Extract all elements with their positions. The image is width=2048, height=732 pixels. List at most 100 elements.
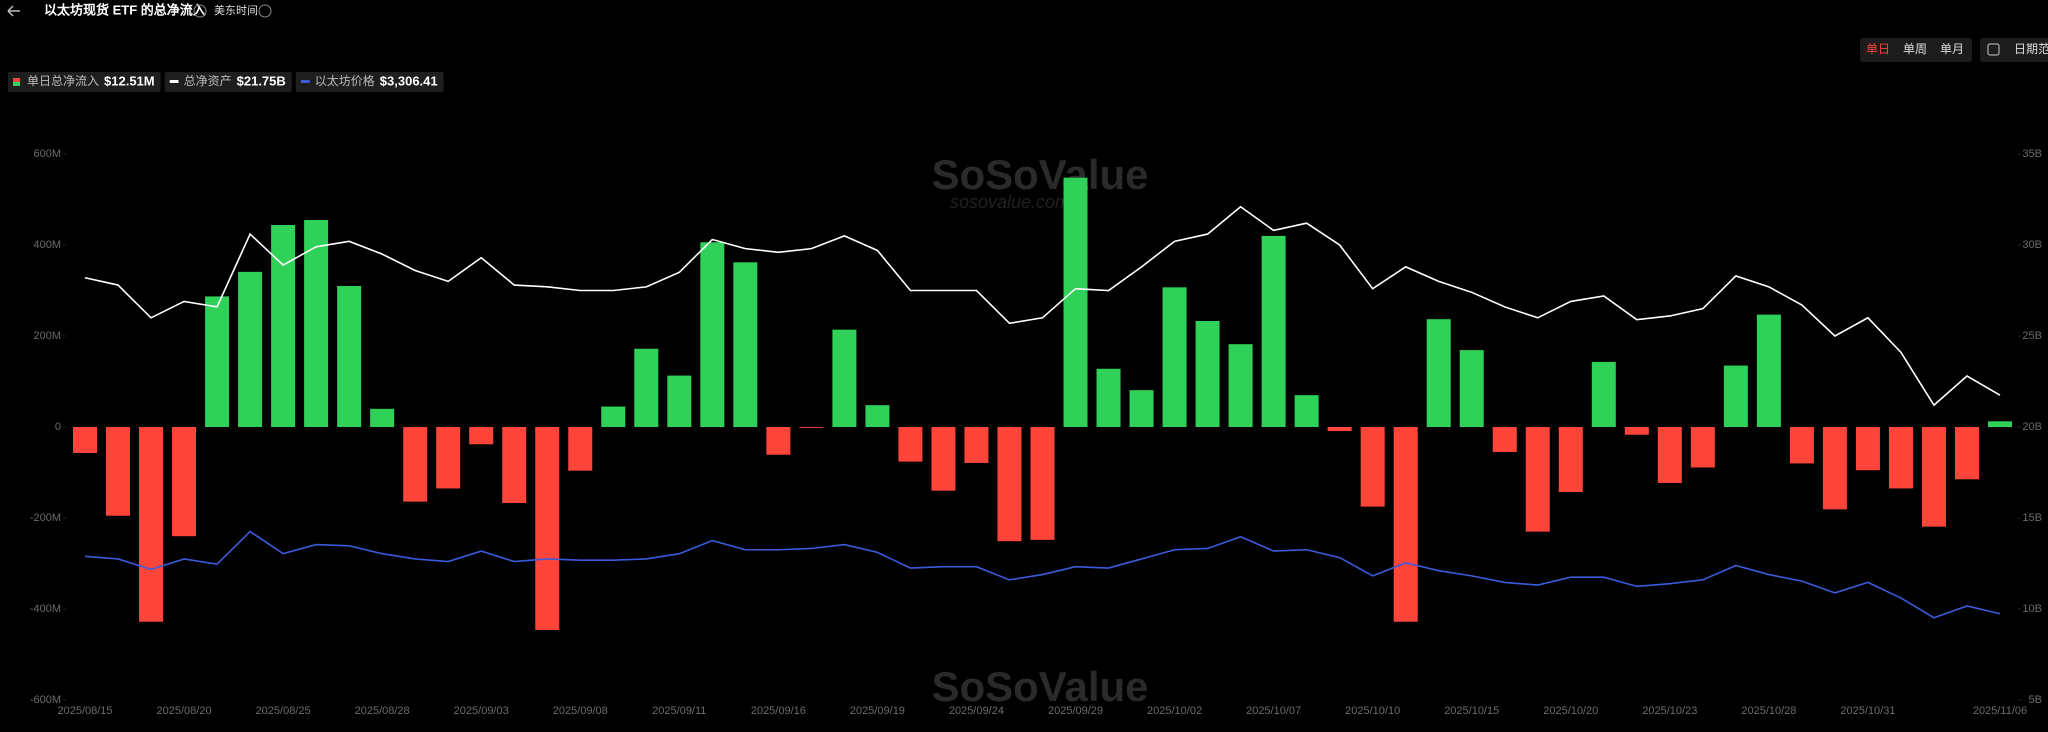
legend-item: 总净资产 $21.75B <box>164 72 292 92</box>
x-tick-label: 2025/09/29 <box>1048 705 1103 717</box>
x-tick-label: 2025/10/07 <box>1246 705 1301 717</box>
bar <box>73 427 97 453</box>
bar <box>865 405 890 427</box>
x-tick-label: 2025/08/25 <box>256 705 311 717</box>
x-tick-label: 2025/08/20 <box>157 705 212 717</box>
y-tick-label: -200M <box>30 512 61 524</box>
bar <box>1591 361 1616 427</box>
bar <box>1327 427 1352 432</box>
legend-bg <box>295 72 444 92</box>
legend-bg <box>164 72 292 92</box>
bar <box>568 427 593 471</box>
legend-value: $12.51M <box>104 73 155 88</box>
x-tick-label: 2025/09/19 <box>850 705 905 717</box>
x-tick-label: 2025/10/31 <box>1840 705 1895 717</box>
y-tick-label: 600M <box>33 148 61 160</box>
bar <box>436 427 461 489</box>
period-button[interactable]: 单日 <box>1866 42 1890 56</box>
back-button[interactable] <box>7 5 20 17</box>
bar <box>304 219 329 427</box>
bar <box>1063 177 1088 427</box>
bar <box>799 427 824 428</box>
x-tick-label: 2025/10/23 <box>1642 705 1697 717</box>
y2-tick-label: 35B <box>2022 148 2042 160</box>
timezone: 美东时间 <box>214 4 258 17</box>
x-tick-label: 2025/10/20 <box>1543 705 1598 717</box>
legend-bg <box>8 72 161 92</box>
legend-swatch <box>169 80 179 83</box>
y2-tick-label: 30B <box>2022 239 2042 251</box>
y-tick-label: 200M <box>33 330 61 342</box>
bar <box>1921 427 1946 527</box>
x-tick-label: 2025/09/16 <box>751 705 806 717</box>
bar <box>1129 390 1154 427</box>
bar <box>337 285 362 427</box>
bar <box>832 329 857 427</box>
legend-value: $21.75B <box>237 73 286 88</box>
x-tick-label: 2025/08/28 <box>355 705 410 717</box>
x-tick-label: 2025/10/28 <box>1741 705 1796 717</box>
page-title: 以太坊现货 ETF 的总净流入 <box>44 2 206 17</box>
legend-value: $3,306.41 <box>380 73 438 88</box>
watermark: SoSoValue <box>931 663 1148 710</box>
bar <box>1723 365 1748 427</box>
bar <box>1228 344 1253 427</box>
y-tick-label: 400M <box>33 239 61 251</box>
bar <box>634 348 659 427</box>
y2-tick-label: 5B <box>2029 694 2042 706</box>
y2-tick-label: 20B <box>2022 421 2042 433</box>
bar <box>1756 314 1781 427</box>
line-series <box>84 205 2001 407</box>
watermark: SoSoValue <box>931 151 1148 198</box>
bar <box>403 427 428 502</box>
bar <box>1360 427 1385 507</box>
bar <box>1030 427 1055 540</box>
bar <box>1558 427 1583 493</box>
legend: 单日总净流入 $12.51M 总净资产 $21.75B 以太坊价格 $3,306.41 <box>8 72 444 92</box>
x-tick-label: 2025/10/15 <box>1444 705 1499 717</box>
bar <box>106 427 131 516</box>
watermark-site: sosovalue.com <box>950 192 1070 212</box>
legend-item: 以太坊价格 $3,306.41 <box>295 72 444 92</box>
legend-label: 总净资产 <box>184 74 232 88</box>
bar <box>1690 427 1715 468</box>
bar <box>139 427 164 622</box>
bar <box>469 427 494 445</box>
info-icon[interactable] <box>193 4 207 18</box>
bar <box>1393 427 1418 622</box>
bar <box>964 427 989 463</box>
legend-swatch <box>300 80 310 83</box>
period-switch-bg <box>1860 38 1972 62</box>
period-switch: 单日 单周 单月 <box>1860 38 1972 62</box>
info-icon[interactable] <box>258 4 272 18</box>
bar <box>1261 235 1286 427</box>
bar <box>1195 320 1220 427</box>
date-range-label: 日期范 <box>2014 42 2048 56</box>
line-series <box>84 530 2001 619</box>
y-tick-label: -400M <box>30 603 61 615</box>
bar <box>1624 427 1649 435</box>
bar <box>502 427 527 503</box>
y2-tick-label: 25B <box>2022 330 2042 342</box>
bar <box>1162 287 1187 427</box>
x-tick-label: 2025/10/10 <box>1345 705 1400 717</box>
bar <box>1426 319 1451 427</box>
y2-tick-label: 10B <box>2022 603 2042 615</box>
period-button[interactable]: 单周 <box>1903 42 1927 56</box>
bar <box>535 427 560 630</box>
bar <box>898 427 923 462</box>
x-tick-label: 2025/08/15 <box>57 705 112 717</box>
x-tick-label: 2025/11/06 <box>1973 705 2027 717</box>
period-button[interactable]: 单月 <box>1940 42 1964 56</box>
x-tick-label: 2025/09/24 <box>949 705 1004 717</box>
bar <box>766 427 791 455</box>
x-tick-label: 2025/09/03 <box>454 705 509 717</box>
bar <box>205 296 230 427</box>
bar <box>1459 350 1484 427</box>
bar <box>1988 421 2012 427</box>
bar <box>667 375 692 427</box>
bar <box>1525 427 1550 532</box>
bar <box>370 408 395 427</box>
